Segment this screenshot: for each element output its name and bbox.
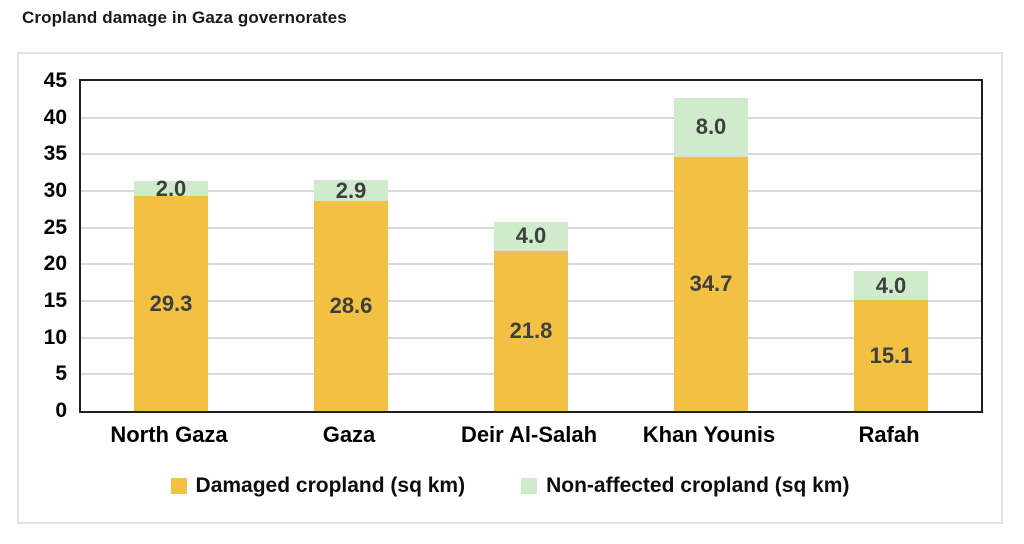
legend-label-damaged: Damaged cropland (sq km) [195,474,466,497]
chart-card: 2.0 29.3 2.9 28.6 4.0 21.8 8.0 34.7 4.0 15.1 0 5 10… [17,52,1003,524]
bar-value-label: 4.0 [875,272,907,298]
legend-label-non-affected: Non-affected cropland (sq km) [546,474,850,497]
bar-segment-damaged: 29.3 [134,196,208,411]
y-axis-tick-label: 45 [43,69,67,92]
y-axis-tick-label: 20 [43,252,67,276]
gridline [81,190,981,192]
bar-value-label: 8.0 [695,114,727,140]
chart-title: Cropland damage in Gaza governorates [22,8,347,27]
bar-value-label: 29.3 [149,290,193,316]
legend: Damaged cropland (sq km) Non-affected cr… [19,474,1001,498]
bar-value-label: 2.0 [155,175,187,201]
bar-segment-non-affected: 8.0 [674,97,748,157]
bar-value-label: 15.1 [869,342,913,368]
bar-segment-non-affected: 2.0 [134,177,208,199]
bar-gaza: 2.9 28.6 [314,177,388,411]
gridline [81,153,981,156]
y-axis-tick-label: 15 [43,289,67,312]
y-axis-tick-label: 35 [43,142,67,166]
bar-segment-non-affected: 2.9 [314,177,388,203]
bar-rafah: 4.0 15.1 [854,270,928,411]
legend-swatch-damaged [170,478,187,494]
y-axis-tick-label: 0 [55,399,67,422]
bar-value-label: 4.0 [515,223,547,249]
bar-deir-al-salah: 4.0 21.8 [494,221,568,411]
x-axis-category-label: Rafah [858,422,920,447]
bar-north-gaza: 2.0 29.3 [134,177,208,411]
bar-value-label: 28.6 [329,293,373,319]
bar-value-label: 34.7 [689,270,733,296]
x-axis-category-label: Deir Al-Salah [460,422,598,447]
legend-item-damaged: Damaged cropland (sq km) [170,474,466,498]
bar-value-label: 21.8 [509,318,553,344]
y-axis-tick-label: 30 [43,179,67,202]
legend-swatch-non-affected [521,478,538,494]
bar-segment-damaged: 28.6 [314,201,388,411]
x-axis-category-label: North Gaza [110,422,228,447]
x-axis-category-label: Khan Younis [642,422,776,447]
y-axis-tick-label: 5 [55,362,67,386]
bar-value-label: 2.9 [335,177,367,203]
y-axis-tick-label: 40 [43,105,67,129]
plot-area: 2.0 29.3 2.9 28.6 4.0 21.8 8.0 34.7 4.0 15.1 [79,79,983,413]
x-axis-category-label: Gaza [322,422,376,447]
bar-segment-damaged: 21.8 [494,251,568,411]
y-axis-tick-label: 25 [43,215,67,239]
y-axis-tick-label: 10 [43,325,67,349]
bar-khan-younis: 8.0 34.7 [674,97,748,411]
bar-segment-damaged: 34.7 [674,156,748,411]
bar-segment-damaged: 15.1 [854,300,928,411]
gridline [81,116,981,119]
bar-segment-non-affected: 4.0 [854,270,928,301]
bar-segment-non-affected: 4.0 [494,221,568,252]
legend-item-non-affected: Non-affected cropland (sq km) [521,474,849,498]
